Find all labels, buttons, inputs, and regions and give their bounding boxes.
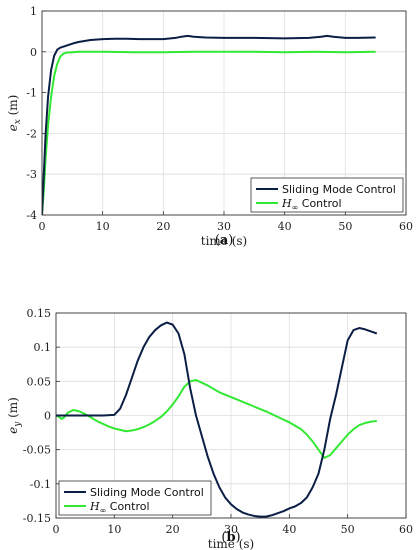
legend-label: Sliding Mode Control <box>282 183 396 196</box>
panel-label-close: ) <box>228 233 233 248</box>
x-tick-label: 0 <box>39 220 46 233</box>
y-tick-label: -2 <box>26 127 37 140</box>
x-tick-label: 30 <box>217 220 231 233</box>
series-line-sliding-mode-control <box>42 34 376 215</box>
axes-frame <box>55 312 407 519</box>
legend-label-subscript: ∞ <box>100 506 107 515</box>
y-axis-label-symbol: e <box>6 124 20 131</box>
panel-label-open: ( <box>221 530 226 545</box>
x-tick-label: 30 <box>224 523 238 536</box>
x-axis-label: time (s) <box>201 234 247 248</box>
panel-label-open: ( <box>215 233 220 248</box>
legend-label: Sliding Mode Control <box>90 486 204 499</box>
x-tick-label: 0 <box>53 523 60 536</box>
x-tick-label: 40 <box>282 523 296 536</box>
y-axis-label: ey (m) <box>6 397 23 434</box>
legend-label: H∞ Control <box>281 197 342 212</box>
x-tick-label: 60 <box>399 220 413 233</box>
legend-label-rest: Control <box>106 500 149 513</box>
y-tick-label: 0.1 <box>34 341 52 354</box>
legend-label-symbol: H <box>281 197 292 210</box>
panel-label-letter: a <box>220 233 229 248</box>
y-tick-label: -0.05 <box>23 444 51 457</box>
y-tick-label: -0.15 <box>23 512 51 525</box>
chart-panel-b: 0 10 20 30 40 50 60 -0.15 -0.1 -0.05 0 0.05 0.1 0.15 t… <box>6 307 413 550</box>
y-tick-label: 0 <box>44 410 51 423</box>
panel-label-letter: b <box>226 530 235 545</box>
x-tick-label: 50 <box>341 523 355 536</box>
legend-label-rest: Control <box>298 197 341 210</box>
legend-label-subscript: ∞ <box>292 203 299 212</box>
series-line-h-infinity-control <box>56 378 377 459</box>
x-tick-label: 50 <box>338 220 352 233</box>
y-tick-label: -0.1 <box>30 478 51 491</box>
y-tick-label: 1 <box>30 5 37 18</box>
x-axis-label: time (s) <box>208 537 254 550</box>
y-tick-label: -3 <box>26 168 37 181</box>
x-tick-label: 60 <box>399 523 413 536</box>
y-axis-label-unit: (m) <box>6 95 20 120</box>
series-line-sliding-mode-control <box>56 321 378 518</box>
x-tick-label: 40 <box>278 220 292 233</box>
panel-label-close: ) <box>236 530 241 545</box>
y-tick-label: 0 <box>30 46 37 59</box>
y-axis-label: ex (m) <box>6 95 23 132</box>
x-tick-label: 20 <box>156 220 170 233</box>
axes-frame <box>41 10 407 216</box>
x-tick-label: 10 <box>96 220 110 233</box>
legend-box <box>250 177 404 213</box>
legend-label: H∞ Control <box>89 500 150 515</box>
y-axis-label-subscript: x <box>13 119 23 124</box>
y-axis-label-subscript: y <box>13 421 23 428</box>
y-tick-label: 0.15 <box>27 307 52 320</box>
y-tick-label: 0.05 <box>27 375 52 388</box>
y-axis-label-unit: (m) <box>6 397 20 422</box>
panel-label: (b) <box>221 530 240 545</box>
y-tick-label: -1 <box>26 87 37 100</box>
y-axis-label-symbol: e <box>6 427 20 434</box>
chart-panel-a: 0 10 20 30 40 50 60 -4 -3 -2 -1 0 1 time (s) ex (m) Sli… <box>6 5 413 248</box>
legend-box <box>58 480 212 516</box>
panel-label: (a) <box>215 233 234 248</box>
y-tick-label: -4 <box>26 209 37 222</box>
series-line-h-infinity-control <box>42 50 376 215</box>
legend-label-symbol: H <box>89 500 100 513</box>
x-tick-label: 20 <box>166 523 180 536</box>
x-tick-label: 10 <box>107 523 121 536</box>
